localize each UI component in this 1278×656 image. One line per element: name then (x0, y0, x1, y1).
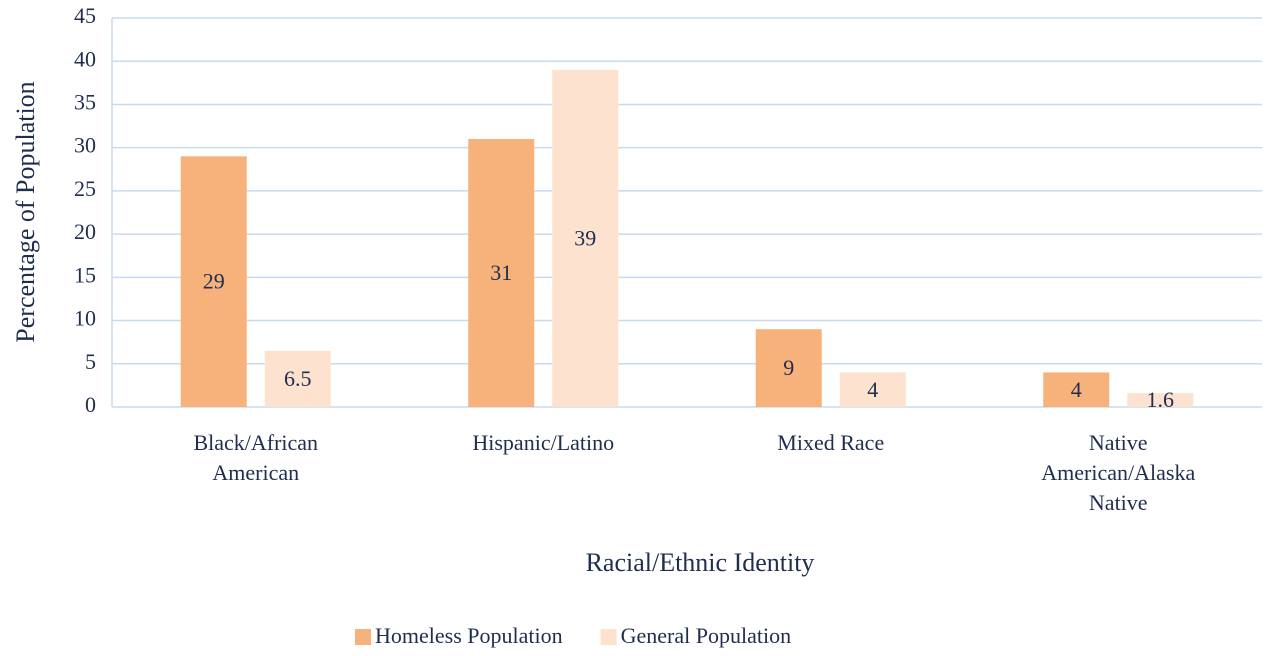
legend-swatch (600, 629, 617, 645)
x-tick-label: Mixed Race (777, 430, 885, 455)
data-label: 4 (867, 377, 878, 402)
legend-label: General Population (621, 623, 791, 648)
bar (468, 139, 535, 407)
data-label: 4 (1071, 377, 1082, 402)
bar (1043, 372, 1110, 407)
x-axis-title: Racial/Ethnic Identity (586, 548, 815, 577)
y-tick-label: 20 (74, 219, 96, 244)
data-label: 6.5 (284, 366, 312, 391)
data-label: 39 (574, 225, 596, 250)
y-tick-label: 0 (85, 392, 96, 417)
data-label: 29 (203, 269, 225, 294)
y-axis-title: Percentage of Population (11, 81, 40, 342)
bar (1127, 393, 1194, 407)
y-tick-label: 15 (74, 262, 96, 287)
legend-swatch (355, 629, 371, 645)
x-tick-label: Hispanic/Latino (472, 430, 615, 455)
y-tick-label: 45 (74, 3, 96, 28)
bar (755, 329, 822, 407)
data-label: 1.6 (1147, 387, 1175, 412)
data-label: 31 (490, 260, 512, 285)
y-tick-label: 10 (74, 306, 96, 331)
bar (552, 69, 619, 407)
y-tick-label: 35 (74, 89, 96, 114)
y-tick-label: 30 (74, 133, 96, 158)
bar (264, 350, 331, 407)
bar (839, 372, 906, 407)
x-tick-label: Black/African American (193, 430, 319, 485)
data-label: 9 (783, 355, 794, 380)
y-tick-label: 25 (74, 176, 96, 201)
x-tick-label: Native American/Alaska Native (1041, 430, 1196, 515)
y-tick-label: 40 (74, 46, 96, 71)
legend-label: Homeless Population (375, 623, 563, 648)
y-tick-label: 5 (85, 349, 96, 374)
bar (180, 156, 247, 407)
